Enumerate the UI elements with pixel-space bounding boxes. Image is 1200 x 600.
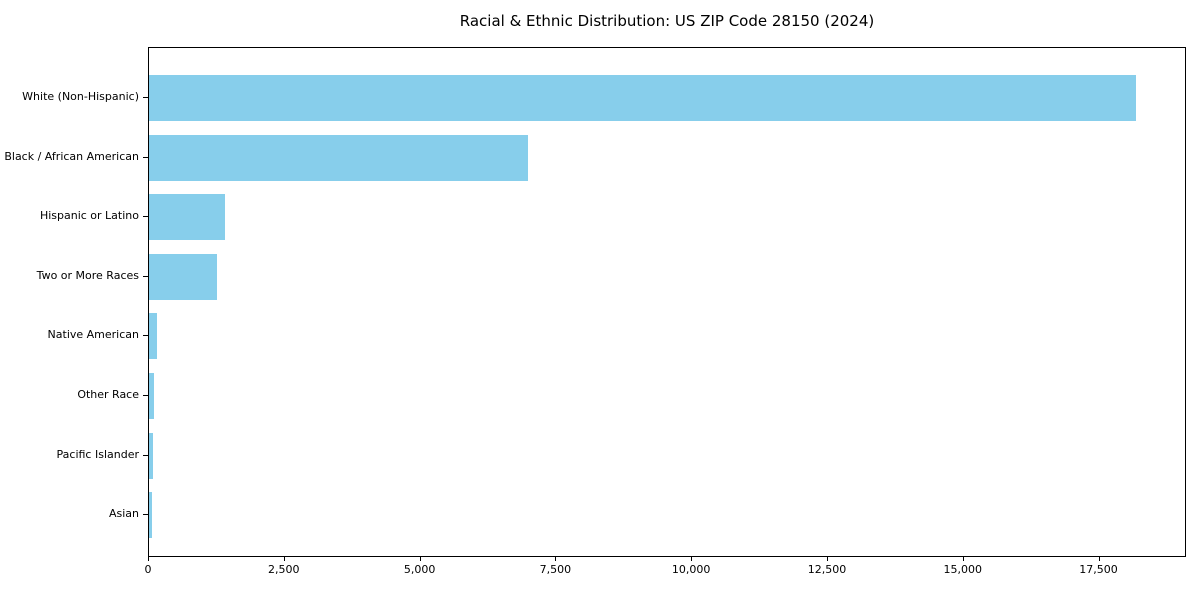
bar-native-american: [149, 313, 158, 360]
x-tick-label: 15,000: [943, 563, 983, 576]
x-tick-mark: [283, 557, 285, 561]
bar-white-non-hispanic: [149, 75, 1136, 121]
y-tick-label-hispanic-or-latino: Hispanic or Latino: [39, 209, 139, 223]
y-tick-mark: [143, 395, 148, 396]
y-tick-mark: [143, 275, 148, 277]
x-tick-mark: [555, 557, 557, 561]
x-tick-mark: [691, 557, 693, 561]
bar-asian: [149, 492, 152, 539]
y-tick-label-native-american: Native American: [47, 328, 139, 342]
y-tick-label-asian: Asian: [108, 507, 139, 521]
y-tick-label-white-non-hispanic: White (Non-Hispanic): [22, 90, 139, 103]
y-tick-label-other-race: Other Race: [77, 388, 139, 401]
x-tick-label: 0: [144, 563, 152, 576]
y-tick-label-two-or-more-races: Two or More Races: [36, 268, 139, 282]
x-tick-mark: [962, 557, 964, 561]
x-tick-mark: [148, 557, 149, 561]
y-tick-mark: [143, 335, 148, 337]
y-tick-mark: [143, 454, 148, 456]
chart-title: Racial & Ethnic Distribution: US ZIP Cod…: [459, 12, 875, 30]
y-tick-label-black-african-american: Black / African American: [4, 149, 139, 163]
plot-area: [148, 47, 1186, 557]
bar-black-african-american: [149, 134, 529, 181]
bar-pacific-islander: [149, 432, 154, 479]
x-tick-label: 17,500: [1079, 563, 1118, 576]
x-tick-label: 10,000: [671, 563, 711, 576]
y-tick-label-pacific-islander: Pacific Islander: [56, 447, 139, 461]
y-tick-mark: [143, 216, 148, 218]
bar-other-race: [149, 373, 154, 419]
y-tick-mark: [143, 514, 148, 516]
bar-two-or-more-races: [149, 253, 217, 300]
x-tick-label: 5,000: [403, 563, 436, 576]
x-tick-mark: [1098, 557, 1100, 561]
x-tick-mark: [419, 557, 421, 561]
y-tick-mark: [143, 156, 148, 158]
bar-hispanic-or-latino: [149, 194, 225, 241]
x-tick-label: 7,500: [539, 563, 572, 576]
x-tick-label: 2,500: [268, 563, 300, 576]
x-tick-label: 12,500: [807, 563, 847, 576]
y-tick-mark: [143, 97, 148, 98]
x-tick-mark: [826, 557, 828, 561]
